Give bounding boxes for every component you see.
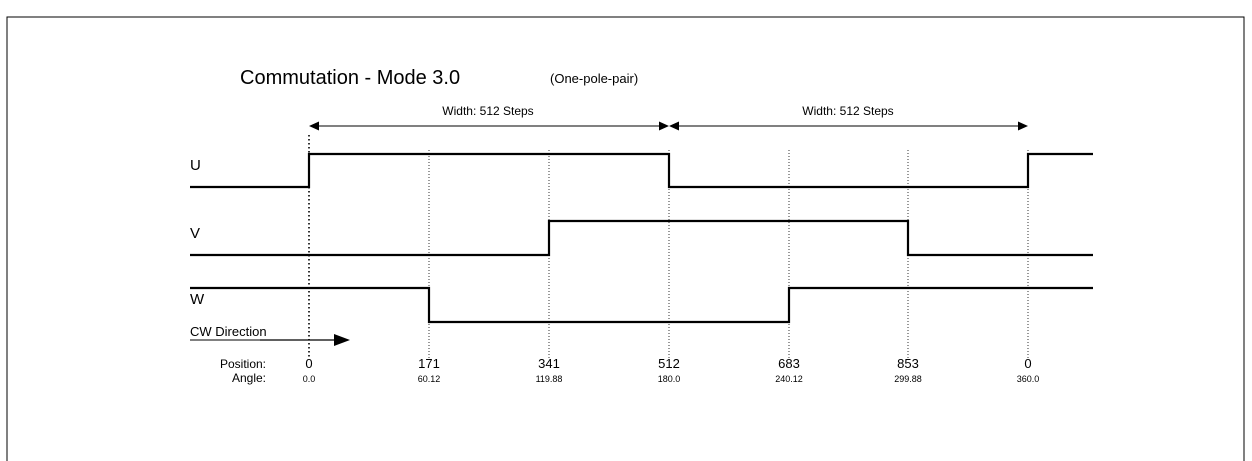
angle-value-0: 0.0 [303,374,316,384]
position-value-0: 0 [305,356,312,371]
signal-label-w: W [190,291,205,308]
position-value-3: 512 [658,356,680,371]
angle-value-4: 240.12 [775,374,803,384]
waveform-u [190,152,1093,189]
position-value-1: 171 [418,356,440,371]
waveform-w [190,286,1093,324]
width-arrow-left-1 [309,121,319,131]
position-row-label: Position: [220,357,266,371]
angle-value-5: 299.88 [894,374,922,384]
angle-value-2: 119.88 [536,374,563,384]
signal-label-u: U [190,157,201,174]
angle-value-3: 180.0 [658,374,681,384]
width-arrow-right-2 [1018,121,1028,131]
width-arrow-right-1 [659,121,669,131]
width-arrow-left-2 [669,121,679,131]
angle-row-label: Angle: [232,371,266,385]
position-value-5: 853 [897,356,919,371]
diagram-frame [6,16,1245,461]
width-label-bg [798,103,898,119]
width-label-1: Width: 512 Steps [442,104,533,118]
position-value-6: 0 [1024,356,1031,371]
width-label-2: Width: 512 Steps [802,104,893,118]
direction-label: CW Direction [190,324,267,339]
signal-label-v: V [190,225,200,242]
position-value-4: 683 [778,356,800,371]
position-value-2: 341 [538,356,560,371]
direction-arrow-icon [334,334,350,346]
width-label-bg [438,103,538,119]
angle-value-1: 60.12 [418,374,441,384]
waveform-v [190,219,1093,257]
angle-value-6: 360.0 [1017,374,1040,384]
diagram-subtitle: (One-pole-pair) [550,71,638,86]
diagram-title: Commutation - Mode 3.0 [240,67,460,89]
